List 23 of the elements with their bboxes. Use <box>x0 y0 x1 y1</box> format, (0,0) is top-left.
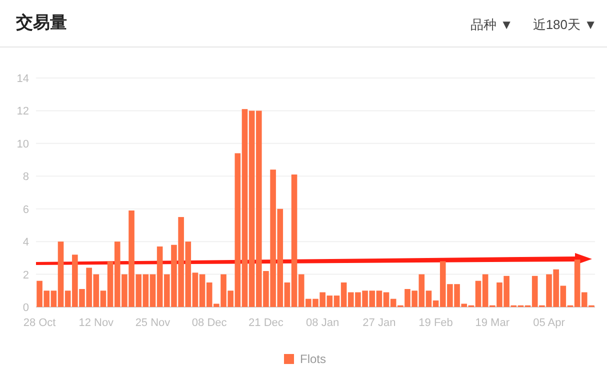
y-tick-label: 2 <box>22 269 29 282</box>
text: 近180天 ▼ <box>532 17 597 32</box>
x-tick-label: 05 Apr <box>533 317 566 329</box>
x-tick-label: 08 Jan <box>306 317 340 329</box>
x-tick-label: 25 Nov <box>135 317 171 329</box>
y-tick-label: 10 <box>16 138 29 150</box>
y-tick-label: 8 <box>22 171 29 184</box>
y-tick-label: 0 <box>22 302 29 314</box>
chart-title: 交易量 <box>15 13 67 32</box>
text: 品种 ▼ <box>470 17 513 32</box>
x-tick-label: 21 Dec <box>248 317 284 329</box>
x-tick-label: 19 Mar <box>475 317 510 329</box>
y-tick-label: 6 <box>22 204 29 216</box>
legend-label: Flots <box>300 352 326 365</box>
y-tick-label: 14 <box>16 73 29 85</box>
x-tick-label: 12 Nov <box>78 317 114 329</box>
x-tick-label: 28 Oct <box>23 317 56 329</box>
x-tick-label: 27 Jan <box>362 317 396 329</box>
x-tick-label: 08 Dec <box>192 317 228 329</box>
x-tick-label: 19 Feb <box>418 317 453 329</box>
legend: Flots <box>284 352 326 365</box>
y-tick-label: 12 <box>16 106 29 118</box>
y-tick-label: 4 <box>22 236 29 249</box>
